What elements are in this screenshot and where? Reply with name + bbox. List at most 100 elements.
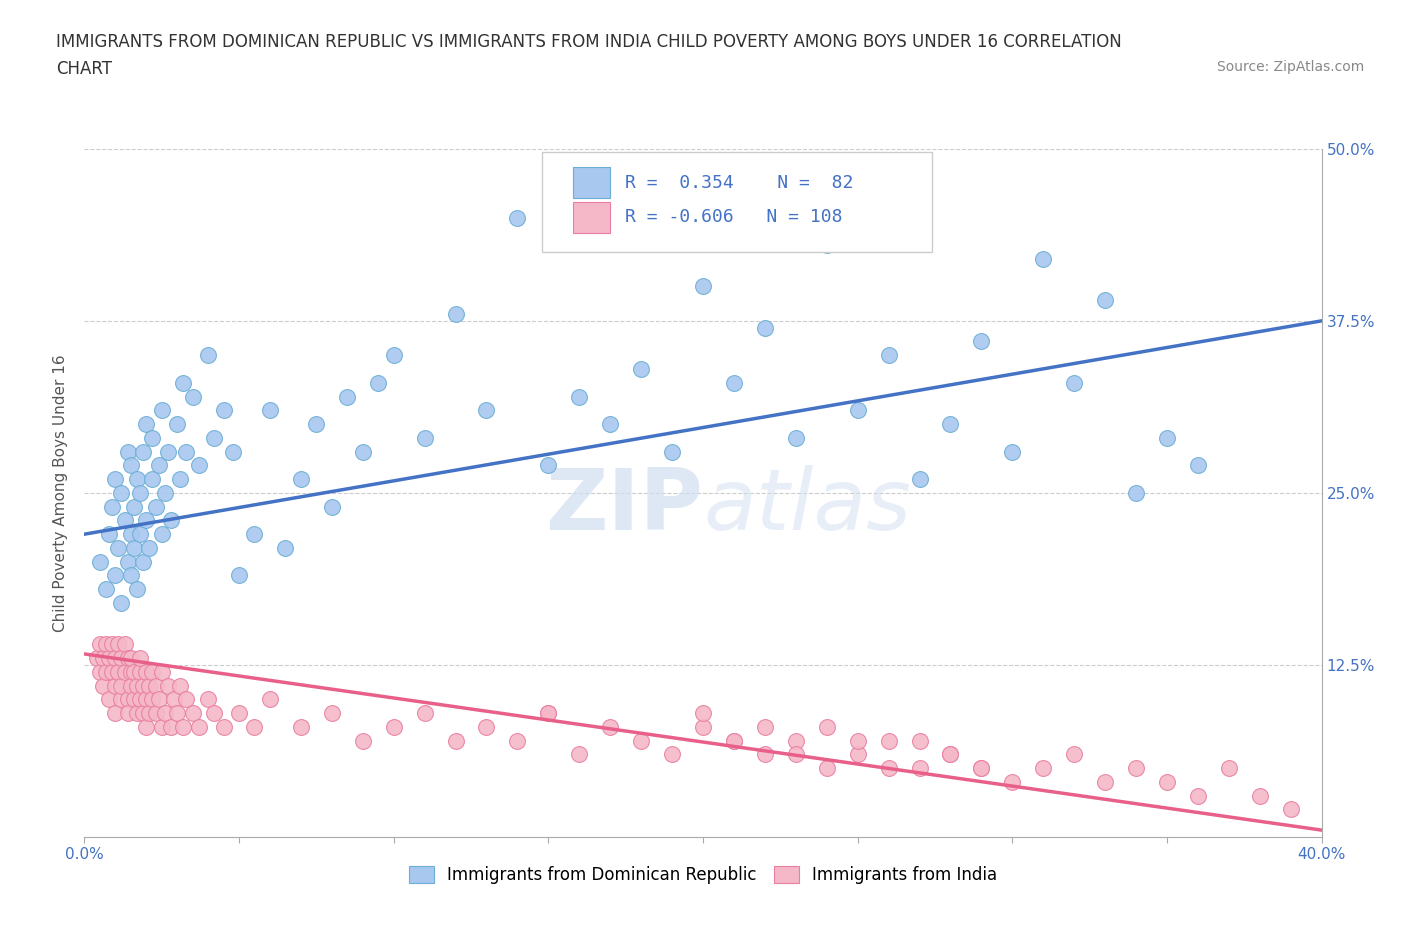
Point bbox=[723, 733, 745, 748]
Point bbox=[117, 554, 139, 569]
Point bbox=[970, 761, 993, 776]
Point bbox=[785, 733, 807, 748]
Point bbox=[104, 568, 127, 583]
Point bbox=[1063, 376, 1085, 391]
Point bbox=[846, 747, 869, 762]
Point bbox=[129, 692, 152, 707]
Point bbox=[122, 540, 145, 555]
Point bbox=[846, 403, 869, 418]
Point bbox=[336, 389, 359, 404]
Point bbox=[176, 445, 198, 459]
Point bbox=[169, 472, 191, 486]
Point bbox=[129, 664, 152, 679]
Point bbox=[107, 664, 129, 679]
Point bbox=[125, 706, 148, 721]
Point bbox=[135, 513, 157, 528]
Point bbox=[475, 720, 498, 735]
Point bbox=[1001, 775, 1024, 790]
Point bbox=[444, 307, 467, 322]
Point bbox=[117, 692, 139, 707]
Point bbox=[91, 651, 114, 666]
Point bbox=[692, 706, 714, 721]
Point bbox=[114, 513, 136, 528]
Point bbox=[537, 706, 560, 721]
Point bbox=[970, 761, 993, 776]
Point bbox=[117, 445, 139, 459]
Point bbox=[413, 431, 436, 445]
Point bbox=[117, 651, 139, 666]
Point bbox=[506, 210, 529, 225]
Point bbox=[110, 651, 132, 666]
Point bbox=[104, 651, 127, 666]
Point bbox=[1125, 761, 1147, 776]
Point bbox=[785, 431, 807, 445]
Point bbox=[125, 582, 148, 597]
Point bbox=[117, 706, 139, 721]
Point bbox=[187, 458, 209, 472]
Point bbox=[141, 692, 163, 707]
Point bbox=[122, 664, 145, 679]
Point bbox=[104, 706, 127, 721]
Point bbox=[148, 692, 170, 707]
Point bbox=[145, 706, 167, 721]
Point bbox=[939, 747, 962, 762]
Point bbox=[568, 747, 591, 762]
Point bbox=[692, 279, 714, 294]
Point bbox=[89, 664, 111, 679]
Point bbox=[156, 445, 179, 459]
Point bbox=[94, 664, 117, 679]
Point bbox=[599, 720, 621, 735]
Bar bbox=[574, 167, 610, 198]
Point bbox=[125, 472, 148, 486]
Point bbox=[1156, 431, 1178, 445]
Point bbox=[172, 376, 194, 391]
Point bbox=[120, 458, 142, 472]
Point bbox=[815, 238, 838, 253]
Point bbox=[166, 706, 188, 721]
Point bbox=[259, 403, 281, 418]
Point bbox=[120, 568, 142, 583]
Point bbox=[110, 485, 132, 500]
Point bbox=[153, 706, 176, 721]
Point bbox=[599, 417, 621, 432]
Point bbox=[630, 362, 652, 377]
Point bbox=[129, 651, 152, 666]
Point bbox=[970, 334, 993, 349]
Point bbox=[120, 664, 142, 679]
Point bbox=[172, 720, 194, 735]
Point bbox=[141, 664, 163, 679]
Point bbox=[104, 678, 127, 693]
Point bbox=[145, 499, 167, 514]
Point bbox=[815, 761, 838, 776]
Point bbox=[908, 761, 931, 776]
Point bbox=[661, 445, 683, 459]
Text: ZIP: ZIP bbox=[546, 465, 703, 548]
Point bbox=[129, 526, 152, 541]
Point bbox=[413, 706, 436, 721]
Point bbox=[98, 692, 121, 707]
Point bbox=[148, 458, 170, 472]
Point bbox=[939, 747, 962, 762]
Point bbox=[110, 692, 132, 707]
Point bbox=[114, 664, 136, 679]
Point bbox=[877, 761, 900, 776]
Point bbox=[153, 485, 176, 500]
Point bbox=[98, 651, 121, 666]
Point bbox=[120, 678, 142, 693]
Point bbox=[1249, 789, 1271, 804]
Point bbox=[150, 664, 173, 679]
Point bbox=[939, 417, 962, 432]
Point bbox=[150, 526, 173, 541]
Point bbox=[169, 678, 191, 693]
Point bbox=[110, 595, 132, 610]
Text: R = -0.606   N = 108: R = -0.606 N = 108 bbox=[626, 208, 842, 226]
Point bbox=[187, 720, 209, 735]
Point bbox=[86, 651, 108, 666]
Point bbox=[568, 389, 591, 404]
Point bbox=[181, 706, 204, 721]
Point bbox=[110, 678, 132, 693]
Point bbox=[132, 678, 155, 693]
Point bbox=[163, 692, 186, 707]
Point bbox=[1156, 775, 1178, 790]
Point bbox=[91, 678, 114, 693]
